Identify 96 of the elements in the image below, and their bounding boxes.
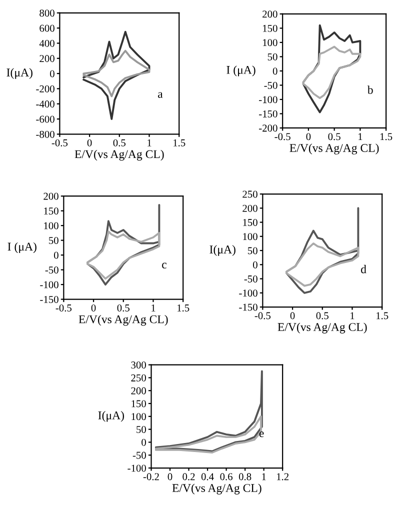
x-tick-label: -0.5 [56,304,72,312]
y-tick-label: 0 [253,261,258,268]
y-axis-title: I (μA) [226,66,256,76]
y-tick-label: 0 [272,68,278,75]
line-series [86,204,160,286]
y-tick-label: 400 [39,40,54,47]
x-tick-label: 1.5 [380,133,392,140]
annotation: d [361,264,366,274]
y-tick-label: -200 [259,124,278,132]
x-tick-label: 0 [168,473,172,480]
x-tick-label: -0.5 [52,139,68,146]
x-tick-label: 1 [350,312,354,320]
x-tick-label: 1 [152,304,156,312]
x-axis-title: E/V(vs Ag/Ag CL) [78,314,168,326]
x-tick-label: 1 [148,139,152,146]
y-tick-label: -50 [244,275,258,282]
line-series [82,30,150,120]
y-tick-label: 200 [44,192,58,200]
x-tick-label: 0 [87,139,92,146]
line-series [154,415,262,454]
y-tick-label: 800 [40,10,54,17]
y-tick-label: -50 [45,266,58,274]
annotation: a [158,92,163,98]
y-axis-title: I(μA) [98,411,124,422]
y-tick-label: 50 [136,426,146,434]
x-tick-label: 0.4 [201,473,214,480]
y-tick-label: -150 [259,110,278,118]
x-tick-label: 1 [262,473,266,480]
y-tick-label: 150 [263,24,278,32]
x-tick-label: -0.2 [143,473,159,480]
y-tick-label: 250 [242,190,258,198]
annotation: b [367,86,373,94]
line-series [154,370,263,452]
y-tick-label: 250 [131,374,146,382]
y-axis-title: I(μA) [6,68,32,79]
y-tick-label: 0 [54,252,58,259]
x-tick-label: 1.2 [276,473,289,480]
x-tick-label: 0 [91,304,96,312]
y-tick-label: 200 [131,387,146,394]
y-axis-title: I (μA) [8,242,36,254]
y-tick-label: -100 [40,281,58,288]
line-series [86,230,160,280]
y-tick-label: 0 [142,438,146,446]
x-tick-label: 0.6 [220,473,232,480]
y-tick-label: 100 [44,222,58,230]
x-tick-label: 0.5 [316,312,328,320]
line-series [82,50,150,98]
x-tick-label: 1.5 [177,304,190,312]
x-axis-title: E/V(vs Ag/Ag CL) [74,150,164,161]
x-tick-label: 0.5 [117,304,130,312]
x-tick-label: 0.2 [182,473,195,480]
y-tick-label: 150 [243,218,258,226]
annotation: c [162,262,166,268]
x-tick-label: -0.5 [274,133,290,140]
line-series [302,46,362,100]
x-tick-label: 1 [358,133,362,140]
y-tick-label: -600 [36,116,54,123]
y-tick-label: -400 [36,100,54,108]
y-tick-label: 50 [49,236,58,244]
x-tick-label: 1.5 [376,312,388,320]
y-tick-label: -150 [40,296,58,303]
y-tick-label: 50 [268,53,278,60]
y-tick-label: -50 [132,452,146,459]
y-tick-label: 200 [40,55,54,62]
y-tick-label: -100 [128,464,146,472]
y-tick-label: 200 [242,204,258,212]
y-axis-title: I(μA) [210,245,236,256]
x-axis-title: E/V(vs Ag/Ag CL) [290,144,379,154]
y-tick-label: 300 [131,362,146,369]
x-tick-label: 1.5 [174,139,186,146]
annotation: e [259,431,264,438]
y-tick-label: -150 [239,304,258,311]
x-tick-label: 0.5 [113,139,126,146]
y-tick-label: -100 [239,290,258,297]
x-tick-label: 0 [290,312,295,320]
x-tick-label: 0.8 [238,473,252,480]
y-tick-label: 100 [243,233,258,240]
y-tick-label: -50 [264,82,278,89]
line-series [286,207,360,294]
line-series [286,242,360,287]
y-tick-label: 0 [50,70,54,78]
y-tick-label: -200 [36,85,54,92]
y-tick-label: 200 [262,10,278,18]
x-tick-label: 0 [306,133,311,140]
y-tick-label: 150 [132,400,146,408]
x-axis-title: E/V(vs Ag/Ag CL) [278,322,367,334]
y-tick-label: 600 [40,24,54,32]
y-tick-label: -100 [259,96,278,104]
x-tick-label: 0.5 [328,133,340,140]
y-tick-label: -800 [36,130,54,138]
x-tick-label: -0.5 [254,312,271,320]
x-axis-title: E/V(vs Ag/Ag CL) [172,484,262,494]
y-tick-label: 150 [44,208,58,215]
y-tick-label: 100 [132,413,146,420]
y-tick-label: 100 [263,39,278,46]
y-tick-label: 50 [248,247,258,254]
